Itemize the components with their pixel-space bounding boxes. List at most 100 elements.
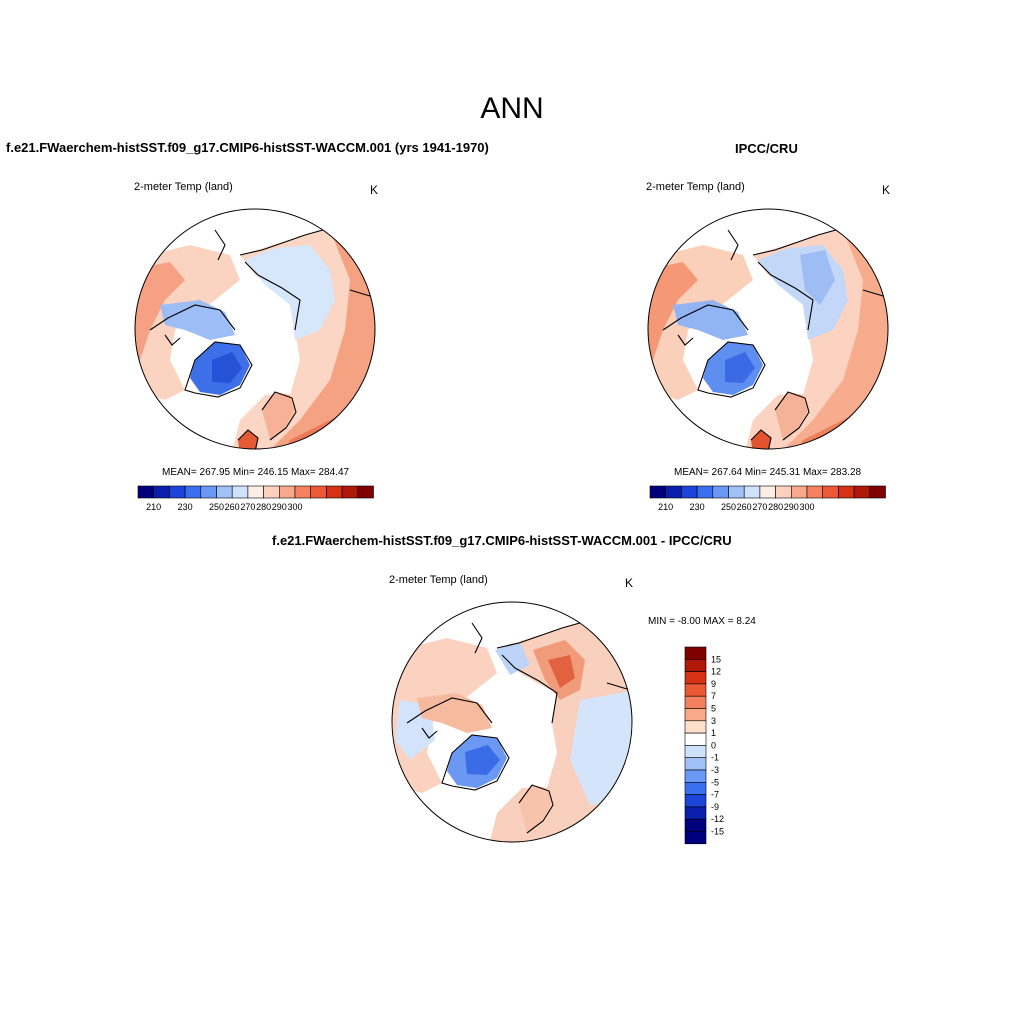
colorbar-box bbox=[294, 485, 311, 499]
main-title: ANN bbox=[480, 92, 544, 125]
colorbar-box bbox=[649, 485, 666, 499]
colorbar-tick-label: 280 bbox=[768, 502, 783, 512]
colorbar-box bbox=[822, 485, 839, 499]
colorbar-box bbox=[684, 683, 707, 697]
colorbar-tick-label: 3 bbox=[711, 716, 716, 726]
land-na-warm bbox=[135, 262, 185, 380]
panel-2-units: K bbox=[882, 183, 891, 197]
colorbar-tick-label: 270 bbox=[240, 502, 255, 512]
colorbar-tick-label: 300 bbox=[287, 502, 302, 512]
panel-3-variable: 2-meter Temp (land) bbox=[389, 574, 488, 586]
colorbar-tick-label: 210 bbox=[146, 502, 161, 512]
colorbar-box bbox=[853, 485, 871, 499]
panel-1-title: f.e21.FWaerchem-histSST.f09_g17.CMIP6-hi… bbox=[6, 140, 489, 155]
colorbar-box bbox=[684, 782, 707, 795]
colorbar-box bbox=[263, 485, 280, 499]
colorbar-box bbox=[684, 769, 707, 783]
colorbar-tick-label: 260 bbox=[737, 502, 752, 512]
colorbar-tick-label: 15 bbox=[711, 654, 721, 664]
panel-3-stats: MIN = -8.00 MAX = 8.24 bbox=[648, 616, 756, 627]
colorbar-box bbox=[728, 485, 745, 499]
colorbar-box bbox=[684, 732, 707, 746]
panel-1-variable: 2-meter Temp (land) bbox=[134, 181, 233, 193]
panel-3-title: f.e21.FWaerchem-histSST.f09_g17.CMIP6-hi… bbox=[272, 533, 732, 548]
colorbar-box bbox=[341, 485, 359, 499]
colorbar-box bbox=[684, 659, 707, 672]
colorbar-box bbox=[869, 485, 886, 499]
colorbar-panel-1: 210 230 250 260 270 280 290 300 bbox=[137, 485, 374, 512]
colorbar-tick-label: -5 bbox=[711, 777, 719, 787]
map-panel-2 bbox=[647, 208, 889, 450]
map-panel-3 bbox=[391, 601, 633, 843]
colorbar-tick-label: -9 bbox=[711, 802, 719, 812]
colorbar-tick-label: 230 bbox=[178, 502, 193, 512]
colorbar-panel-3: 15 12 9 7 5 3 1 0 -1 -3 -5 -7 -9 -12 -15 bbox=[684, 646, 724, 845]
colorbar-box bbox=[310, 485, 327, 499]
colorbar-tick-label: -7 bbox=[711, 790, 719, 800]
colorbar-tick-label: 210 bbox=[658, 502, 673, 512]
colorbar-box bbox=[806, 485, 823, 499]
colorbar-box bbox=[684, 646, 707, 660]
panel-3-units: K bbox=[625, 576, 634, 590]
colorbar-box bbox=[791, 485, 808, 499]
panel-2-title: IPCC/CRU bbox=[735, 141, 798, 156]
panel-1-stats: MEAN= 267.95 Min= 246.15 Max= 284.47 bbox=[162, 467, 350, 478]
colorbar-box bbox=[684, 708, 707, 722]
colorbar-tick-label: 280 bbox=[256, 502, 271, 512]
colorbar-tick-label: 7 bbox=[711, 691, 716, 701]
colorbar-box bbox=[184, 485, 202, 499]
colorbar-tick-label: -15 bbox=[711, 827, 724, 837]
colorbar-box bbox=[684, 671, 707, 685]
colorbar-tick-label: 9 bbox=[711, 679, 716, 689]
colorbar-tick-label: 290 bbox=[272, 502, 287, 512]
colorbar-tick-label: 260 bbox=[225, 502, 240, 512]
land-greenland-core bbox=[212, 352, 242, 383]
colorbar-box bbox=[684, 720, 707, 734]
map-panel-1 bbox=[134, 208, 376, 450]
colorbar-box bbox=[681, 485, 698, 499]
colorbar-tick-label: 230 bbox=[690, 502, 705, 512]
colorbar-box bbox=[684, 745, 707, 759]
colorbar-tick-label: 12 bbox=[711, 667, 721, 677]
colorbar-box bbox=[759, 485, 776, 499]
colorbar-box bbox=[326, 485, 343, 499]
colorbar-box bbox=[684, 831, 707, 845]
colorbar-box bbox=[216, 485, 233, 499]
colorbar-box bbox=[665, 485, 682, 499]
colorbar-box bbox=[838, 485, 855, 499]
colorbar-tick-label: 290 bbox=[784, 502, 799, 512]
colorbar-box bbox=[684, 695, 707, 709]
land-arctic-archipelago bbox=[160, 300, 235, 340]
colorbar-tick-label: -3 bbox=[711, 765, 719, 775]
colorbar-tick-label: 250 bbox=[209, 502, 224, 512]
colorbar-tick-label: 1 bbox=[711, 728, 716, 738]
colorbar-box bbox=[743, 485, 761, 499]
colorbar-box bbox=[696, 485, 714, 499]
colorbar-box bbox=[137, 485, 154, 499]
colorbar-box bbox=[153, 485, 170, 499]
colorbar-box bbox=[279, 485, 296, 499]
colorbar-box bbox=[169, 485, 186, 499]
colorbar-tick-label: 270 bbox=[752, 502, 767, 512]
colorbar-box bbox=[200, 485, 217, 499]
colorbar-box bbox=[684, 806, 707, 820]
colorbar-box bbox=[684, 794, 707, 808]
colorbar-tick-label: -1 bbox=[711, 753, 719, 763]
colorbar-tick-label: 300 bbox=[799, 502, 814, 512]
panel-2-variable: 2-meter Temp (land) bbox=[646, 181, 745, 193]
colorbar-box bbox=[684, 757, 707, 771]
colorbar-box bbox=[775, 485, 792, 499]
colorbar-box bbox=[712, 485, 729, 499]
colorbar-tick-label: 250 bbox=[721, 502, 736, 512]
colorbar-box bbox=[357, 485, 374, 499]
colorbar-tick-label: 0 bbox=[711, 740, 716, 750]
colorbar-tick-label: 5 bbox=[711, 704, 716, 714]
colorbar-tick-label: -12 bbox=[711, 814, 724, 824]
panel-2-stats: MEAN= 267.64 Min= 245.31 Max= 283.28 bbox=[674, 467, 862, 478]
colorbar-box bbox=[231, 485, 249, 499]
panel-1-units: K bbox=[370, 183, 379, 197]
colorbar-box bbox=[684, 818, 707, 832]
colorbar-panel-2: 210 230 250 260 270 280 290 300 bbox=[649, 485, 886, 512]
colorbar-box bbox=[247, 485, 264, 499]
